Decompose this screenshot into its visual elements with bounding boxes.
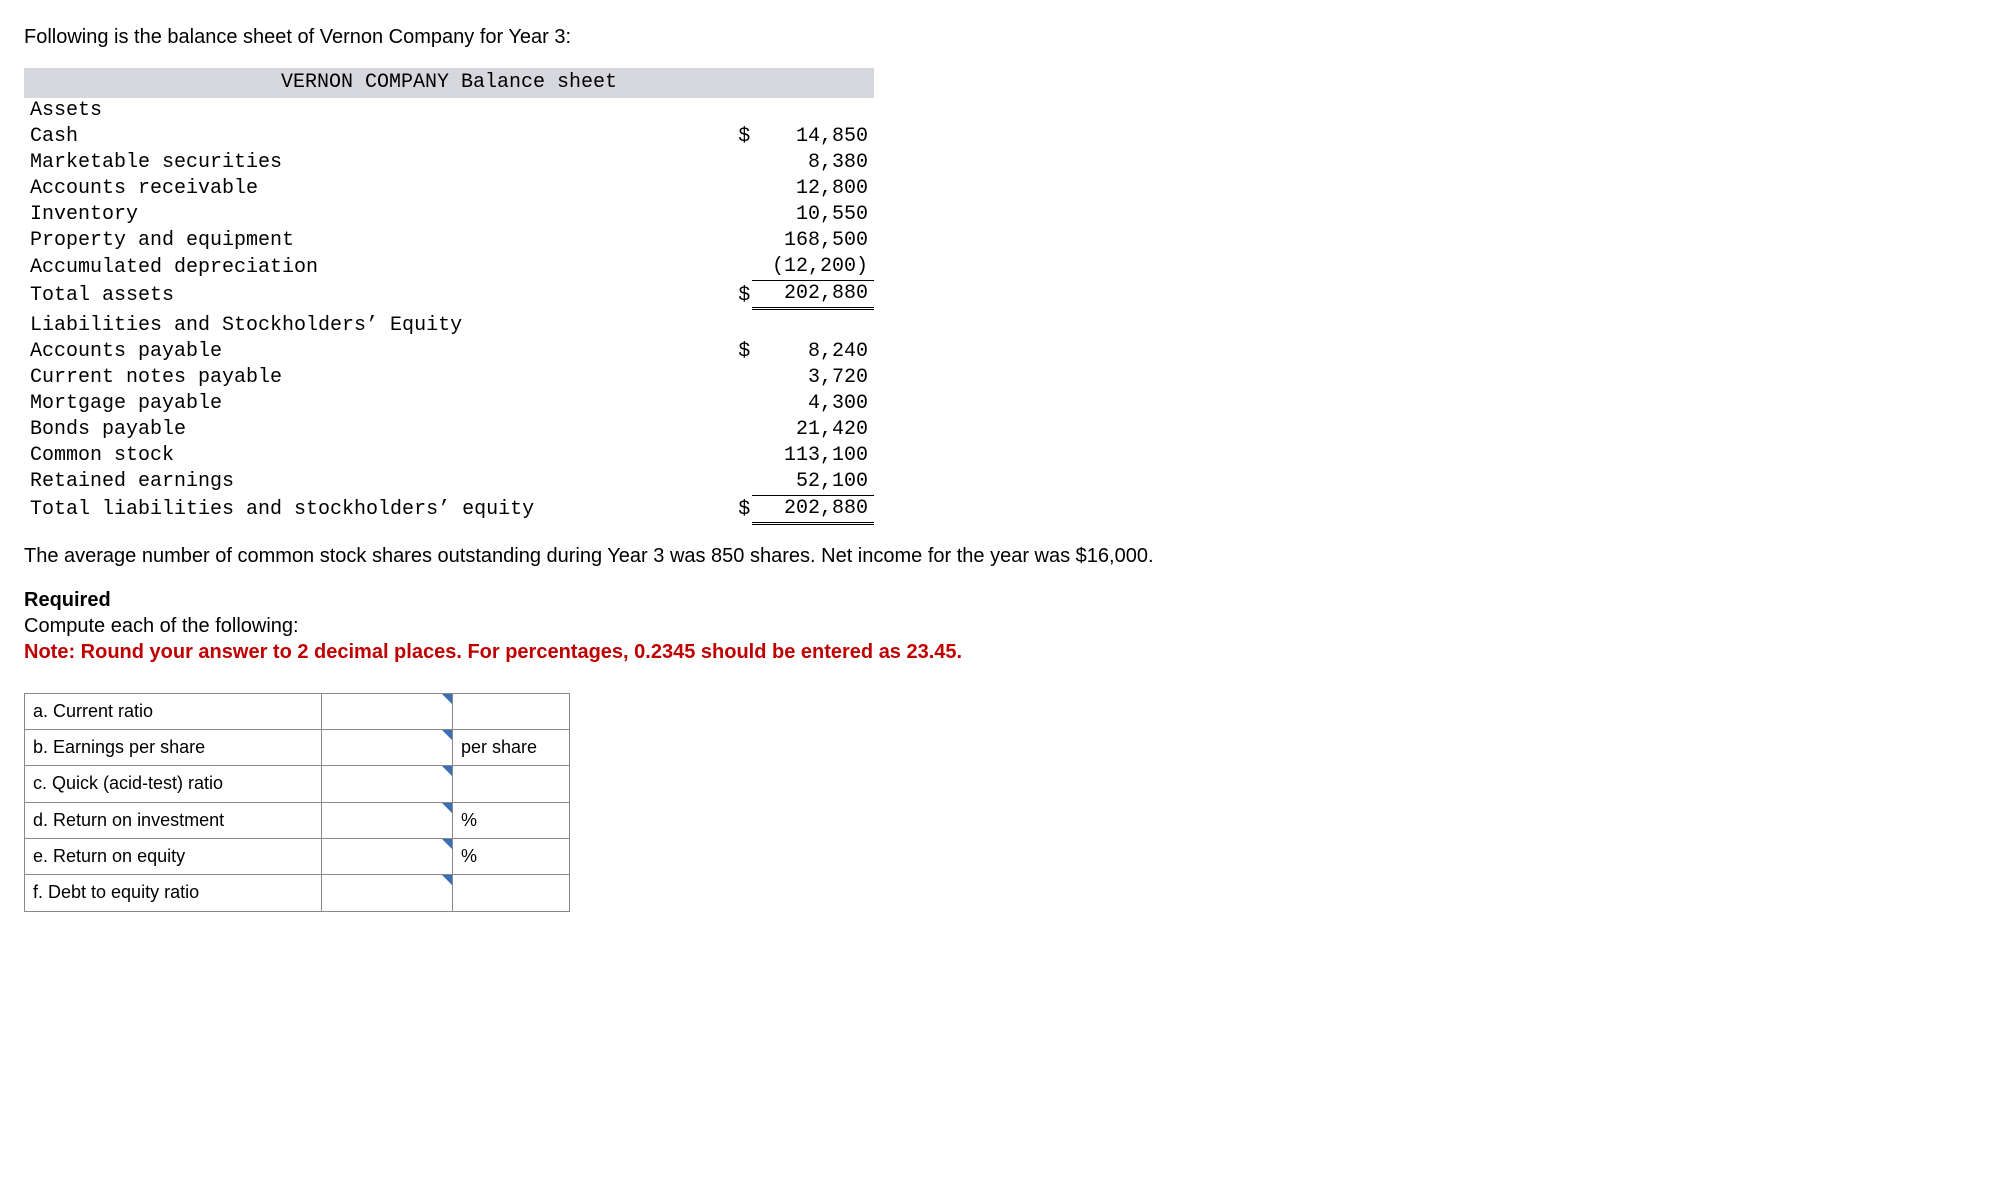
table-row: Common stock113,100: [24, 443, 874, 469]
intro-text: Following is the balance sheet of Vernon…: [24, 24, 1982, 50]
table-row: Current notes payable3,720: [24, 365, 874, 391]
answer-row: d. Return on investment %: [25, 802, 570, 838]
roi-input[interactable]: [322, 804, 452, 837]
answer-row: e. Return on equity %: [25, 839, 570, 875]
answer-row: a. Current ratio: [25, 693, 570, 729]
table-row: Cash$14,850: [24, 124, 874, 150]
liabilities-header: Liabilities and Stockholders’ Equity: [24, 309, 724, 339]
answer-row: c. Quick (acid-test) ratio: [25, 766, 570, 802]
table-row: Bonds payable21,420: [24, 417, 874, 443]
table-row: Property and equipment168,500: [24, 228, 874, 254]
balance-sheet-table: Assets Cash$14,850 Marketable securities…: [24, 98, 874, 525]
answer-unit: per share: [453, 729, 570, 765]
quick-ratio-input[interactable]: [322, 767, 452, 800]
corner-icon: [442, 839, 452, 849]
answer-unit: [453, 875, 570, 911]
debt-equity-input[interactable]: [322, 877, 452, 910]
required-label: Required: [24, 589, 111, 611]
corner-icon: [442, 730, 452, 740]
answer-label: d. Return on investment: [25, 802, 322, 838]
answer-label: a. Current ratio: [25, 693, 322, 729]
answer-row: f. Debt to equity ratio: [25, 875, 570, 911]
balance-sheet: VERNON COMPANY Balance sheet Assets Cash…: [24, 68, 1982, 525]
answer-unit: [453, 766, 570, 802]
answer-row: b. Earnings per share per share: [25, 729, 570, 765]
answer-label: c. Quick (acid-test) ratio: [25, 766, 322, 802]
answer-unit: [453, 693, 570, 729]
table-row: Accounts receivable12,800: [24, 176, 874, 202]
corner-icon: [442, 803, 452, 813]
roe-input[interactable]: [322, 840, 452, 873]
table-row: Accounts payable$8,240: [24, 339, 874, 365]
table-row: Retained earnings52,100: [24, 469, 874, 496]
answer-unit: %: [453, 802, 570, 838]
answer-label: e. Return on equity: [25, 839, 322, 875]
answer-unit: %: [453, 839, 570, 875]
note-paragraph: The average number of common stock share…: [24, 543, 1982, 569]
table-row: Accumulated depreciation(12,200): [24, 254, 874, 281]
total-liabilities-row: Total liabilities and stockholders’ equi…: [24, 495, 874, 523]
eps-input[interactable]: [322, 731, 452, 764]
total-assets-row: Total assets $ 202,880: [24, 281, 874, 309]
current-ratio-input[interactable]: [322, 695, 452, 728]
answer-table: a. Current ratio b. Earnings per share p…: [24, 693, 570, 912]
answer-label: f. Debt to equity ratio: [25, 875, 322, 911]
balance-sheet-title: VERNON COMPANY Balance sheet: [24, 68, 874, 98]
answer-label: b. Earnings per share: [25, 729, 322, 765]
assets-header: Assets: [24, 98, 724, 124]
corner-icon: [442, 694, 452, 704]
table-row: Mortgage payable4,300: [24, 391, 874, 417]
corner-icon: [442, 875, 452, 885]
corner-icon: [442, 766, 452, 776]
table-row: Marketable securities8,380: [24, 150, 874, 176]
required-text: Compute each of the following:: [24, 615, 299, 637]
rounding-note: Note: Round your answer to 2 decimal pla…: [24, 641, 962, 663]
table-row: Inventory10,550: [24, 202, 874, 228]
